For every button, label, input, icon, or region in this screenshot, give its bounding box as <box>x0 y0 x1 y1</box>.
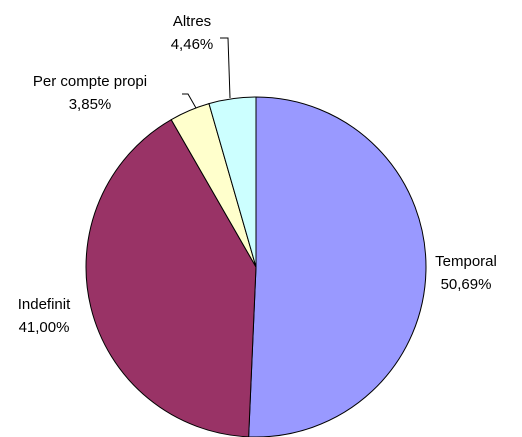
leader-line <box>220 37 231 99</box>
pie-slice <box>85 118 257 437</box>
pie-slice <box>208 96 257 268</box>
slice-label: Per compte propi <box>33 73 147 90</box>
slice-value-label: 4,46% <box>171 36 214 53</box>
leader-line <box>182 93 197 109</box>
pie-slice <box>248 96 427 437</box>
slice-label: Indefinit <box>18 296 71 313</box>
slice-value-label: 3,85% <box>69 96 112 113</box>
slice-label: Temporal <box>435 253 497 270</box>
slice-label: Altres <box>173 13 211 30</box>
slice-value-label: 50,69% <box>441 276 492 293</box>
slice-value-label: 41,00% <box>19 319 70 336</box>
